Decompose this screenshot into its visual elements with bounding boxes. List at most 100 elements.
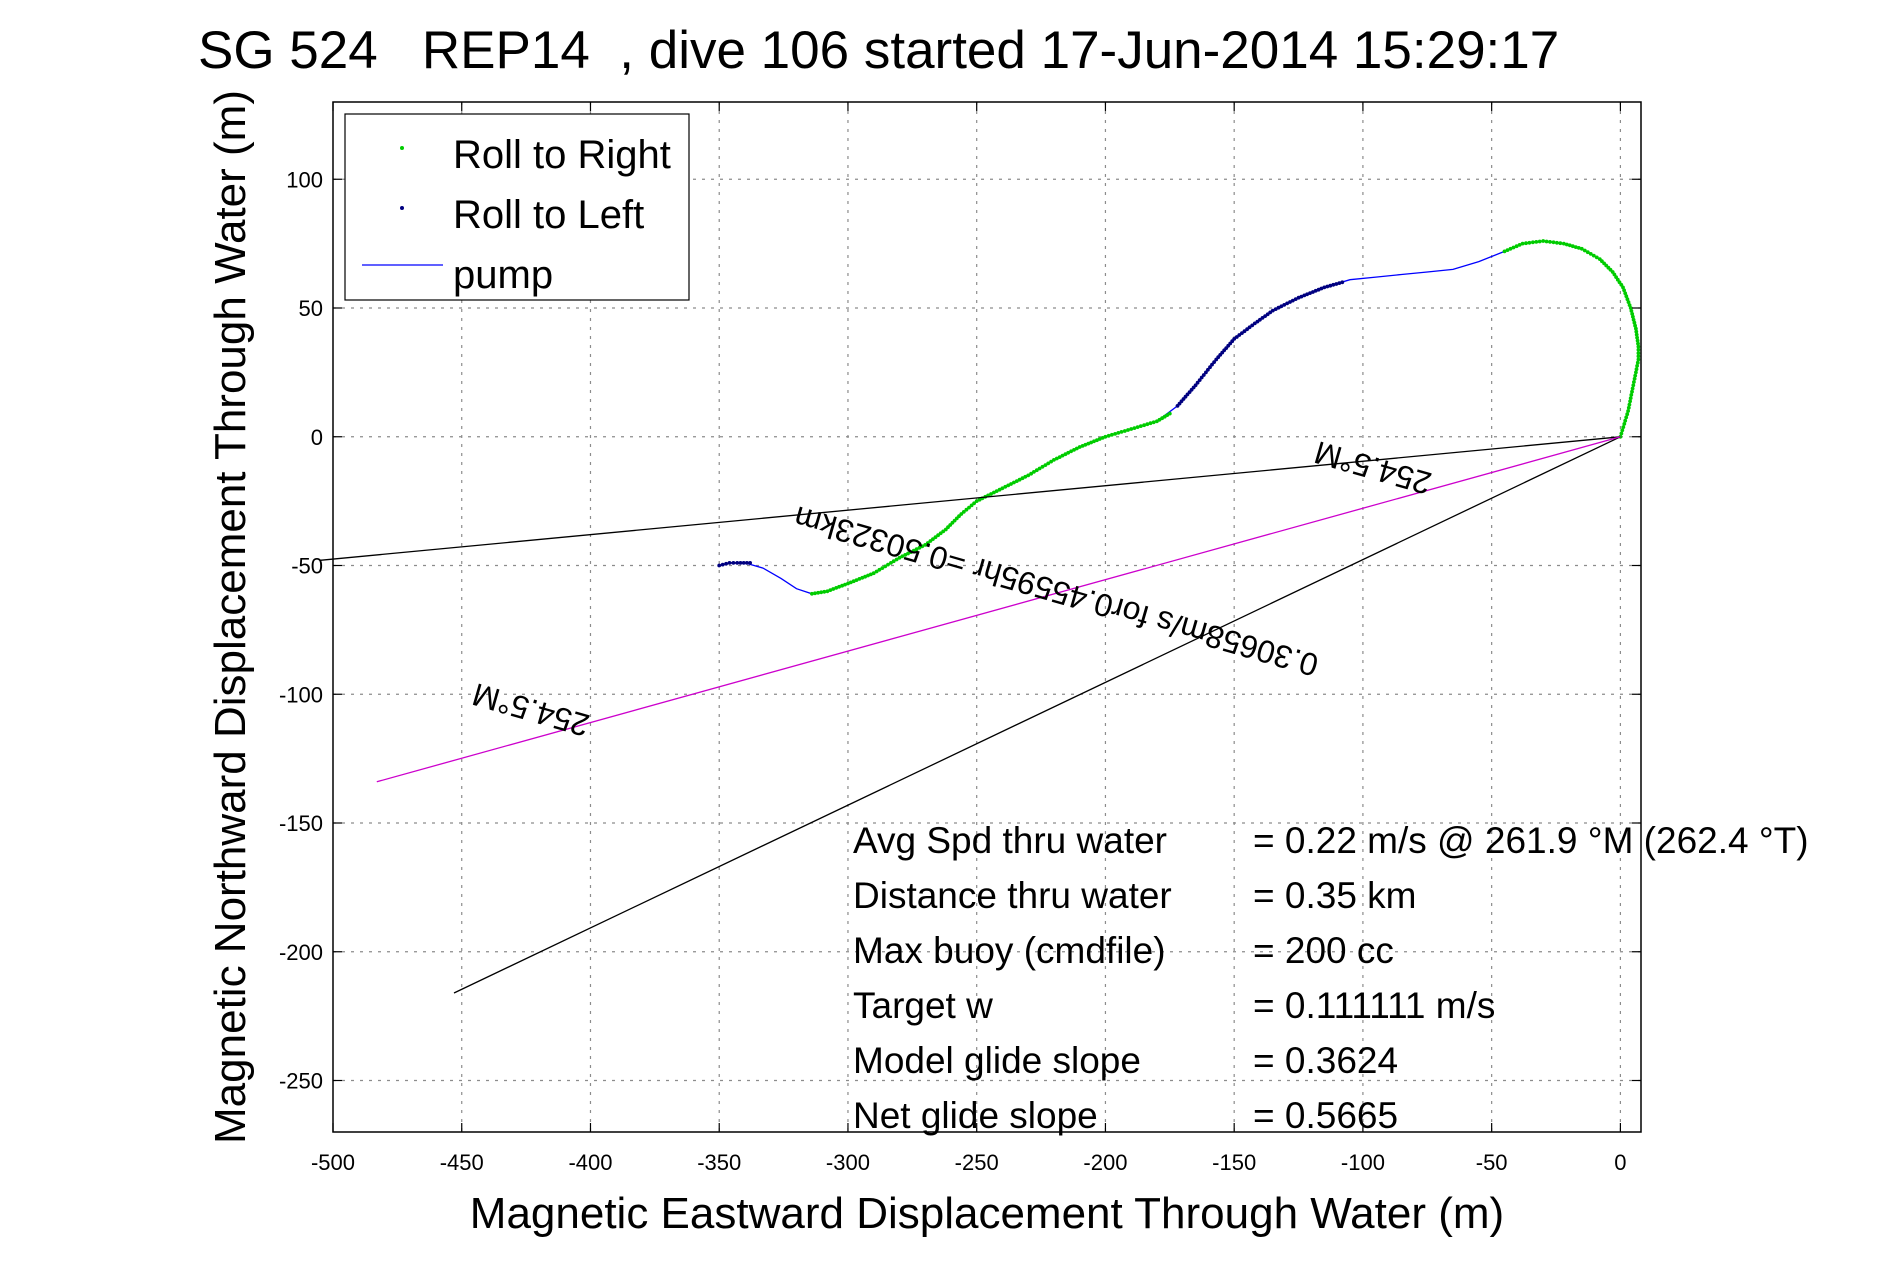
legend: Roll to Right Roll to Left pump [344,113,690,301]
roll-to-right-point [989,492,993,496]
roll-to-right-point [1620,428,1625,433]
roll-to-right-point [1629,393,1634,397]
roll-to-right-point [1630,389,1634,394]
roll-to-right-point [886,562,890,567]
roll-to-right-point [1145,422,1150,427]
roll-to-right-point [1066,450,1071,455]
roll-to-right-point [840,583,844,588]
roll-to-right-point [1138,424,1143,428]
roll-to-left-point [727,561,732,565]
roll-to-right-point [1043,463,1048,467]
stat-value-distance-thru-water: = 0.35 km [1253,875,1417,916]
roll-to-left-point [1273,307,1278,311]
roll-to-right-point [1635,338,1640,343]
roll-to-right-point [1551,240,1556,245]
legend-swatch-roll-to-right [400,146,404,150]
roll-to-right-point [964,507,969,512]
roll-to-left-point [1331,282,1336,287]
roll-to-right-point [938,531,943,536]
roll-to-right-point [997,487,1002,492]
roll-to-right-point [1636,347,1641,352]
roll-to-right-point [1119,430,1124,434]
roll-to-right-point [1054,456,1059,461]
roll-to-right-point [1012,480,1016,485]
roll-to-left-point [720,562,725,567]
roll-to-right-point [1502,249,1507,254]
roll-to-right-point [1555,240,1559,245]
roll-to-right-point [1632,380,1636,384]
stat-value-max-buoy-cmdfile-: = 200 cc [1253,930,1394,971]
roll-to-right-point [1080,444,1085,448]
roll-to-left-point [1316,287,1321,292]
y-tick-label: -150 [279,811,323,836]
roll-to-right-point [1588,252,1593,256]
reference-line-4-line [453,436,1621,994]
roll-to-right-point [1633,373,1638,378]
roll-to-left-track [1176,281,1343,407]
roll-to-right-point [1531,240,1535,245]
roll-to-right-point [903,553,908,557]
roll-to-right-point [1116,431,1121,435]
roll-to-right-point [1037,466,1042,471]
roll-to-right-point [894,557,899,562]
roll-to-right-point [1621,425,1626,429]
roll-to-left-point [1337,281,1342,285]
x-tick-label: -400 [568,1150,612,1175]
roll-to-right-point [1631,383,1636,388]
stat-label-target-w: Target w [853,985,993,1026]
roll-to-right-point [1634,329,1639,334]
stat-value-model-glide-slope: = 0.3624 [1253,1040,1398,1081]
roll-to-left-markers [717,561,752,568]
roll-to-right-point [1635,360,1640,365]
roll-to-left-point [1340,280,1345,285]
roll-to-right-point [1017,477,1022,482]
roll-to-right-point [1006,483,1011,488]
roll-to-left-point [1242,329,1247,334]
roll-to-right-point [994,489,999,493]
roll-to-right-point [1597,257,1602,261]
annotation-label: 0.30658m/s for0.45595hr =0.50323km [790,499,1322,683]
x-tick-label: -350 [697,1150,741,1175]
roll-to-left-point [1245,327,1249,332]
roll-to-left-point [1210,362,1214,367]
roll-to-right-point [831,587,836,591]
roll-to-left-point [1175,404,1180,408]
roll-to-right-point [1026,473,1031,478]
roll-to-right-point [1508,246,1513,251]
roll-to-right-point [877,567,882,572]
x-tick-label: -250 [955,1150,999,1175]
y-tick-label: -50 [291,554,323,579]
roll-to-right-point [1622,288,1626,293]
roll-to-right-point [1582,248,1587,253]
roll-to-left-point [735,561,740,565]
roll-to-left-point [1250,323,1255,328]
roll-to-left-point [745,561,749,565]
roll-to-left-point [1240,331,1244,335]
stat-value-avg-spd-thru-water: = 0.22 m/s @ 261.9 °M (262.4 °T) [1253,820,1809,861]
x-tick-label: -450 [440,1150,484,1175]
stat-label-avg-spd-thru-water: Avg Spd thru water [853,820,1167,861]
roll-to-left-point [731,561,736,565]
roll-to-right-point [1074,446,1079,451]
roll-to-right-point [925,541,930,545]
roll-to-right-point [1077,445,1082,449]
roll-to-right-point [857,577,862,581]
roll-to-right-point [897,555,902,560]
roll-to-right-point [1126,428,1130,432]
roll-to-right-point [906,551,910,556]
roll-to-right-point [834,586,839,590]
roll-to-right-point [1636,344,1641,349]
roll-to-right-point [891,559,896,564]
roll-to-right-point [1627,303,1632,307]
roll-to-right-point [1631,314,1635,319]
roll-to-right-point [874,569,879,574]
roll-to-right-point [871,571,876,576]
roll-to-right-point [1003,484,1008,489]
roll-to-right-point [1576,246,1581,250]
roll-to-right-point [1072,448,1076,452]
roll-to-right-point [883,564,888,569]
roll-to-right-point [1524,241,1528,246]
roll-to-left-point [1204,370,1208,375]
roll-to-right-point [1570,244,1575,249]
roll-to-left-point [1302,293,1307,298]
